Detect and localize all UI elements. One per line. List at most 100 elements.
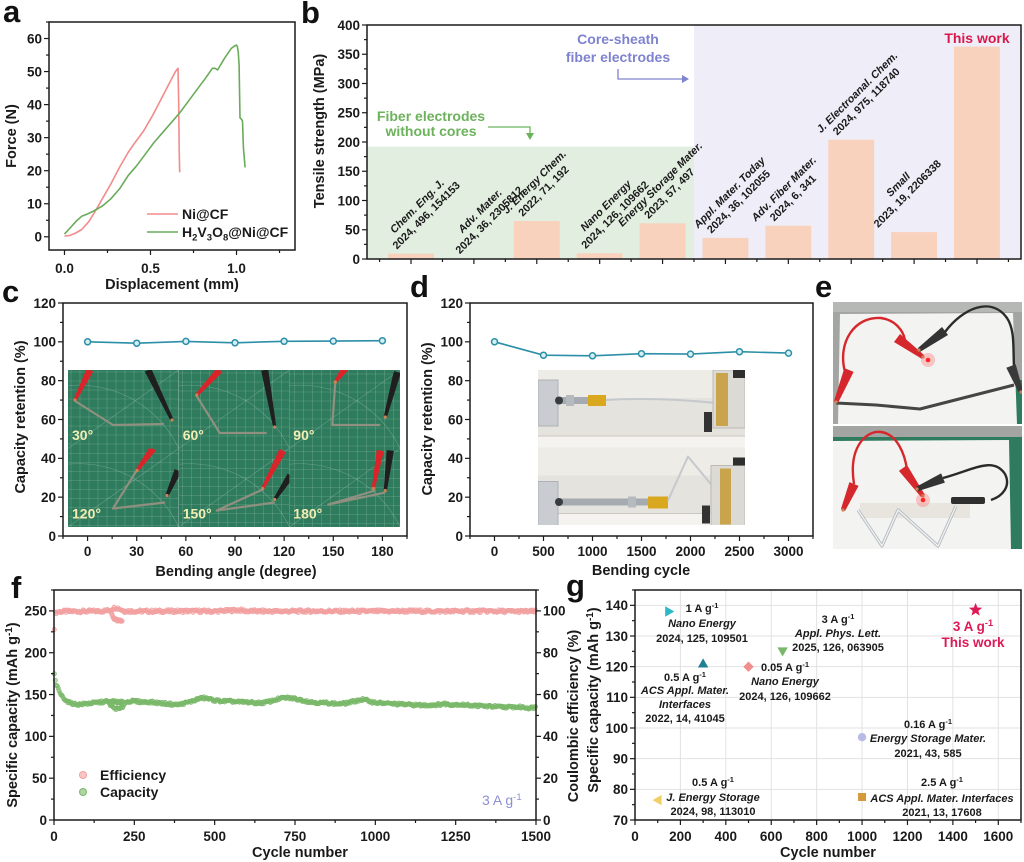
mat-guides: [289, 448, 400, 527]
fiber-highlight: [857, 505, 957, 547]
y-tick-label: 50: [27, 64, 42, 79]
y-tick-label: 300: [337, 76, 360, 91]
x-axis-title: Cycle number: [780, 845, 876, 861]
nut: [628, 496, 636, 508]
y2-tick-label: 60: [543, 687, 558, 702]
alligator-clip-red: [833, 368, 854, 403]
superscript: -1: [945, 717, 952, 726]
x-axis: 0 30 60 90 120 150 180: [62, 536, 408, 559]
data-point: [182, 337, 190, 346]
bar: [388, 253, 434, 259]
motor-block: [538, 481, 559, 525]
comparison-point: 0.05 A g-1 Nano Energy 2024, 126, 109662: [739, 660, 831, 703]
alligator-clip-red: [261, 448, 286, 490]
marker-triangle-left-icon: [652, 794, 662, 806]
text-run: 3 A g: [482, 792, 513, 808]
y-tick-label: 200: [24, 646, 47, 661]
x-tick-label: 1600: [983, 829, 1013, 844]
x-tick-label: 400: [715, 829, 738, 844]
region-label-line: Core-sheath: [577, 31, 659, 47]
angle-label: 180°: [293, 506, 322, 522]
text-run: 0.5 A g: [692, 777, 727, 789]
plot-frame: [53, 589, 537, 821]
fiber-electrode: [835, 383, 1015, 411]
superscript: -1: [848, 612, 855, 621]
x-tick-label: 1250: [441, 829, 471, 844]
mat-arc: [178, 384, 290, 449]
superscript: -1: [802, 660, 809, 669]
region-label-line: without cores: [384, 123, 476, 139]
bending-angle-retention-chart: 30° 60° 90° 120° 150° 180° 0 20 40 60 80 100 120 0 30 6…: [33, 296, 408, 559]
point-rate-label: 2.5 A g-1: [921, 775, 963, 789]
bent-state-photo: [538, 447, 745, 525]
mat-grid: [68, 370, 179, 449]
alligator-clip-black: [383, 450, 394, 491]
data-point: [120, 699, 126, 705]
bending-cycle-retention-chart: 0 20 40 60 80 100 120 0 500 1000 1500 2000 2500 3000: [440, 296, 814, 559]
x-tick-label: 120: [273, 544, 296, 559]
knob: [733, 370, 745, 378]
legend-marker: [79, 771, 87, 779]
superscript: -1: [585, 612, 596, 621]
x-tick-label: 2000: [675, 544, 705, 559]
clip-copper-tip: [170, 418, 174, 422]
actuator-rod: [556, 498, 648, 506]
y-tick-label: 80: [448, 374, 463, 389]
x-axis: 0.0 0.5 1.0: [55, 250, 281, 276]
current-density-label: 3 A g-1: [482, 792, 522, 808]
point-citation-label: 2025, 126, 063905: [792, 642, 884, 654]
y-tick-label: 80: [41, 374, 56, 389]
y-axis: 0 20 40 60 80 100 120: [440, 296, 470, 544]
led-light: [925, 357, 931, 363]
text-run: 3 A g: [822, 614, 848, 626]
text-run: 1 A g: [686, 603, 712, 615]
rod-seal: [555, 396, 563, 405]
legend-label: Ni@CF: [182, 206, 229, 222]
series-capacity-retention: [83, 336, 387, 347]
rod-seal: [555, 498, 563, 506]
clip-copper-tip: [1019, 390, 1022, 394]
region-label-line: Fiber electrodes: [377, 108, 485, 124]
bending-photo: 180°: [289, 448, 400, 527]
plot-frame: [62, 302, 408, 537]
alligator-clip-black: [144, 370, 174, 421]
clip-copper-tip: [73, 398, 77, 402]
plot-frame: [366, 24, 1022, 260]
bending-photo: 150°: [178, 448, 290, 527]
fiber-electrode: [111, 470, 166, 510]
black-wire: [944, 305, 1016, 367]
cutting-mat: [178, 448, 290, 527]
x-tick-label: 150: [322, 544, 345, 559]
mat-diagonal: [289, 370, 400, 449]
y-tick-label: 10: [27, 197, 42, 212]
point-journal-label: Nano Energy: [668, 618, 737, 630]
nut: [566, 395, 574, 406]
comparison-point: 2.5 A g-1 ACS Appl. Mater. Interfaces 2021…: [858, 775, 1014, 819]
y-tick-label: 140: [605, 598, 628, 613]
alligator-clip-red: [894, 334, 925, 359]
superscript: -1: [712, 601, 719, 610]
y2-tick-label: 40: [543, 729, 558, 744]
point-rate-label: 0.05 A g-1: [761, 660, 809, 674]
series-capacity-retention: [490, 338, 793, 360]
mat-arc: [289, 384, 400, 449]
marker-triangle-up-icon: [697, 658, 709, 668]
point-journal-label: ACS Appl. Mater. Interfaces: [869, 793, 1013, 805]
clip-copper-tip: [917, 348, 921, 352]
y-tick-label: 200: [337, 135, 360, 150]
alligator-clip-black: [917, 327, 948, 352]
y-tick-label: 350: [337, 47, 360, 62]
fiber-electrode: [195, 395, 267, 435]
subscript: 2: [192, 232, 197, 243]
data-point: [83, 338, 92, 346]
bar: [576, 253, 623, 259]
region-arrow: [617, 69, 682, 80]
bending-photo: 30°: [68, 370, 179, 449]
clip-copper-tip: [333, 380, 337, 384]
y-tick-label: 130: [605, 629, 628, 644]
x-tick-label: 0.0: [55, 261, 74, 276]
point-journal-label: ACS Appl. Mater.: [640, 685, 729, 697]
mat-arc: [68, 463, 179, 527]
